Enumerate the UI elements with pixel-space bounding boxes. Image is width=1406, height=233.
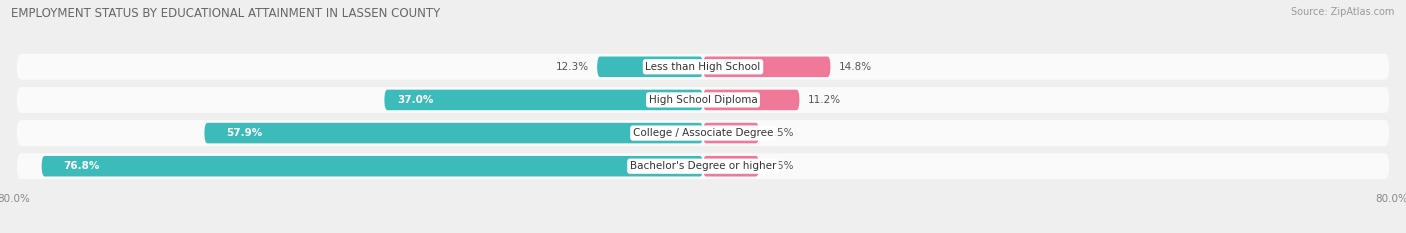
Text: 76.8%: 76.8%: [63, 161, 100, 171]
FancyBboxPatch shape: [703, 123, 759, 143]
Text: EMPLOYMENT STATUS BY EDUCATIONAL ATTAINMENT IN LASSEN COUNTY: EMPLOYMENT STATUS BY EDUCATIONAL ATTAINM…: [11, 7, 440, 20]
Text: 12.3%: 12.3%: [555, 62, 589, 72]
FancyBboxPatch shape: [17, 120, 1389, 146]
Text: High School Diploma: High School Diploma: [648, 95, 758, 105]
Text: College / Associate Degree: College / Associate Degree: [633, 128, 773, 138]
Text: Less than High School: Less than High School: [645, 62, 761, 72]
FancyBboxPatch shape: [204, 123, 703, 143]
FancyBboxPatch shape: [17, 87, 1389, 113]
Text: Source: ZipAtlas.com: Source: ZipAtlas.com: [1291, 7, 1395, 17]
FancyBboxPatch shape: [598, 57, 703, 77]
Text: 6.5%: 6.5%: [768, 128, 794, 138]
Text: 11.2%: 11.2%: [808, 95, 841, 105]
Text: Bachelor's Degree or higher: Bachelor's Degree or higher: [630, 161, 776, 171]
Text: 57.9%: 57.9%: [226, 128, 262, 138]
FancyBboxPatch shape: [17, 54, 1389, 80]
FancyBboxPatch shape: [703, 156, 759, 176]
FancyBboxPatch shape: [384, 90, 703, 110]
Text: 6.5%: 6.5%: [768, 161, 794, 171]
FancyBboxPatch shape: [42, 156, 703, 176]
Text: 37.0%: 37.0%: [398, 95, 433, 105]
FancyBboxPatch shape: [703, 57, 831, 77]
FancyBboxPatch shape: [703, 90, 800, 110]
FancyBboxPatch shape: [17, 153, 1389, 179]
Text: 14.8%: 14.8%: [839, 62, 872, 72]
